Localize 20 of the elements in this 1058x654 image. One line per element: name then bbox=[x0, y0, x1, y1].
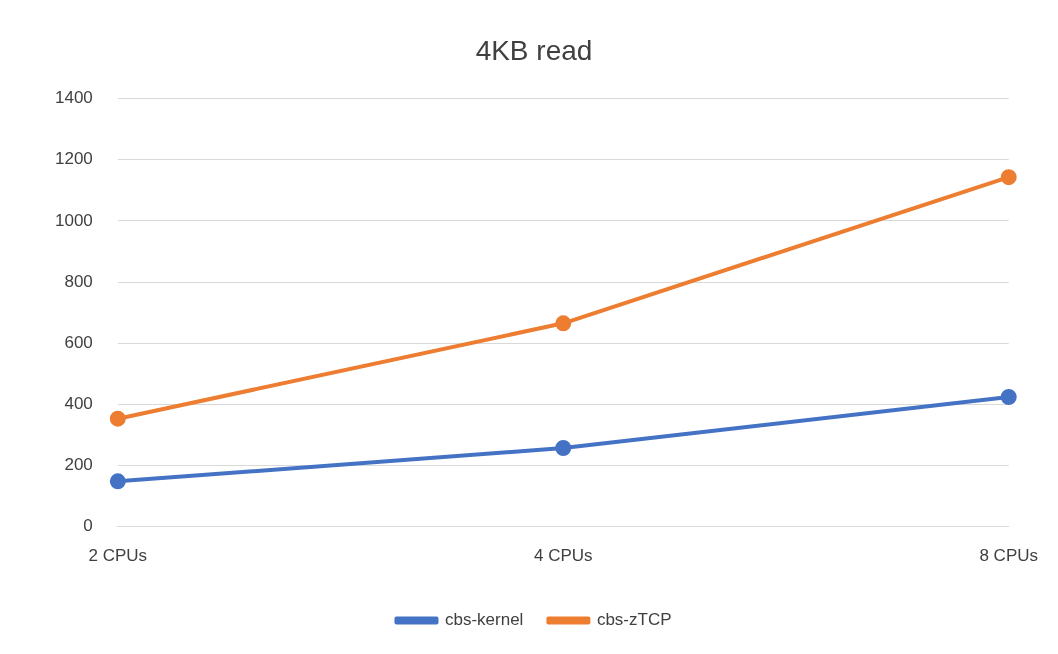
y-tick-label: 1200 bbox=[54, 149, 93, 169]
y-tick-label: 600 bbox=[64, 332, 93, 352]
legend-label: cbs-kernel bbox=[444, 610, 524, 630]
y-tick-label: 1000 bbox=[54, 210, 93, 230]
y-tick-label: 400 bbox=[64, 394, 93, 413]
chart-title: 4KB read bbox=[475, 34, 593, 66]
point bbox=[1000, 169, 1017, 186]
x-tick-label: 2 CPUs bbox=[88, 546, 148, 566]
point bbox=[109, 410, 126, 427]
x-tick-label: 4 CPUs bbox=[533, 546, 593, 566]
y-tick-label: 800 bbox=[64, 271, 93, 291]
legend-label: cbs-zTCP bbox=[596, 610, 672, 630]
x-tick-label: 8 CPUs bbox=[979, 546, 1038, 566]
point bbox=[555, 315, 572, 332]
point bbox=[555, 440, 572, 457]
y-tick-label: 0 bbox=[83, 516, 93, 536]
y-tick-label: 1400 bbox=[54, 88, 93, 108]
point bbox=[109, 473, 126, 490]
y-tick-label: 200 bbox=[64, 455, 93, 475]
point bbox=[1000, 388, 1017, 405]
